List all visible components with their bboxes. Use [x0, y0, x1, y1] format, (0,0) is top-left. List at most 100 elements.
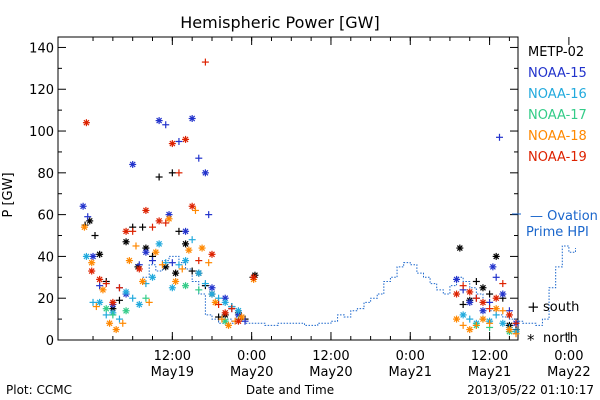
data-point-noaa-18 [132, 242, 140, 250]
marker-stroke-d2 [480, 284, 486, 291]
legend-item-noaa-16: NOAA-16 [528, 87, 587, 102]
marker-stroke-d2 [103, 305, 110, 312]
data-point-noaa-15 [89, 252, 97, 260]
marker-stroke-d2 [493, 295, 500, 302]
data-point-noaa-15 [142, 248, 150, 256]
marker-stroke-d2 [182, 228, 189, 235]
data-point-noaa-18 [185, 246, 193, 254]
y-tick-label: 140 [29, 41, 54, 56]
legend-item-noaa-18: NOAA-18 [528, 129, 587, 144]
data-point-noaa-18 [165, 215, 173, 223]
marker-stroke-d2 [466, 299, 473, 306]
data-point-noaa-18 [145, 298, 153, 306]
data-point-noaa-18 [88, 259, 96, 267]
satellite-data-points [79, 58, 520, 338]
data-point-noaa-19 [115, 284, 123, 292]
marker-stroke-d2 [222, 309, 229, 316]
marker-stroke-d2 [480, 299, 486, 306]
data-point-noaa-15 [492, 273, 500, 281]
marker-stroke-d2 [222, 318, 229, 325]
marker-stroke-d2 [235, 318, 242, 325]
data-point-noaa-16 [175, 261, 183, 269]
marker-stroke-d2 [250, 274, 257, 281]
data-point-noaa-19 [208, 250, 216, 258]
data-point-noaa-19 [122, 227, 130, 235]
x-tick-label-time: 0:00 [554, 349, 583, 364]
data-point-noaa-16 [115, 315, 123, 323]
data-point-noaa-16 [89, 298, 97, 306]
data-point-noaa-15 [208, 284, 216, 292]
data-point-noaa-18 [92, 303, 100, 311]
marker-stroke-d2 [506, 311, 513, 318]
marker-stroke-d2 [493, 253, 500, 260]
data-point-noaa-18 [459, 321, 467, 329]
plot-credit: Plot: CCMC [6, 383, 72, 397]
marker-stroke-d2 [182, 282, 189, 289]
marker-stroke-d2 [129, 161, 136, 168]
data-point-noaa-15 [79, 202, 87, 210]
x-tick-label-date: May21 [389, 365, 432, 380]
data-point-noaa-19 [188, 202, 196, 210]
data-point-noaa-18 [205, 259, 213, 267]
data-point-noaa-18 [479, 315, 487, 323]
marker-stroke-d2 [169, 284, 176, 291]
marker-stroke-d2 [460, 311, 467, 318]
marker-stroke-d2 [235, 307, 242, 314]
marker-stroke-d2 [106, 320, 113, 327]
marker-stroke-d2 [172, 270, 179, 277]
data-point-noaa-18 [99, 286, 107, 294]
data-point-noaa-18 [218, 315, 226, 323]
data-point-noaa-15 [129, 160, 137, 168]
data-point-metp-02 [188, 267, 196, 275]
plot-timestamp: 2013/05/22 01:10:17 [467, 383, 594, 397]
marker-stroke-d2 [109, 299, 116, 306]
marker-stroke-d2 [209, 291, 215, 297]
data-point-noaa-19 [250, 273, 258, 281]
x-tick-label-time: 12:00 [312, 349, 349, 364]
marker-stroke-d2 [142, 207, 149, 214]
y-tick-label: 120 [29, 83, 54, 98]
data-point-noaa-19 [221, 309, 229, 317]
marker-stroke-d2 [83, 119, 90, 126]
y-tick-label: 0 [46, 334, 54, 349]
data-point-noaa-18 [512, 330, 520, 338]
marker-stroke-d2 [222, 299, 229, 306]
data-point-noaa-15 [489, 263, 497, 271]
data-point-noaa-19 [234, 317, 242, 325]
data-point-noaa-15 [466, 298, 474, 306]
x-tick-label-time: 0:00 [237, 349, 266, 364]
data-point-noaa-19 [479, 298, 487, 306]
data-point-noaa-19 [453, 290, 461, 298]
marker-stroke-d2 [96, 299, 103, 306]
x-tick-label-time: 12:00 [471, 349, 508, 364]
data-point-noaa-19 [505, 311, 513, 319]
marker-stroke-d2 [199, 245, 206, 251]
data-point-noaa-16 [102, 311, 110, 319]
data-point-noaa-19 [228, 305, 236, 313]
legend: METP-02 NOAA-15 NOAA-16 NOAA-17 NOAA-18 NOAA-… [528, 45, 587, 165]
data-point-noaa-18 [152, 248, 160, 256]
data-point-metp-02 [115, 296, 123, 304]
data-point-metp-02 [182, 240, 190, 248]
marker-stroke-d2 [225, 322, 232, 329]
x-axis-ticks: 12:00May190:00May2012:00May200:00May2112… [92, 37, 591, 380]
marker-stroke-d2 [96, 251, 103, 258]
marker-stroke-d2 [99, 286, 106, 293]
x-tick-label-time: 12:00 [154, 349, 191, 364]
ovation-hpi-line [142, 245, 576, 326]
data-point-noaa-16 [499, 319, 507, 327]
data-point-noaa-16 [188, 236, 196, 244]
data-point-noaa-15 [453, 275, 461, 283]
marker-stroke-d2 [136, 266, 143, 272]
marker-stroke-d2 [123, 238, 130, 245]
data-point-noaa-18 [112, 326, 120, 334]
data-point-noaa-15 [201, 169, 209, 177]
marker-stroke-d2 [83, 253, 90, 260]
data-point-noaa-19 [102, 280, 110, 288]
ovation-step-line [142, 245, 576, 326]
data-point-noaa-19 [168, 140, 176, 148]
data-point-metp-02 [155, 173, 163, 181]
data-point-noaa-16 [195, 269, 203, 277]
x-tick-label-date: May20 [309, 365, 352, 380]
